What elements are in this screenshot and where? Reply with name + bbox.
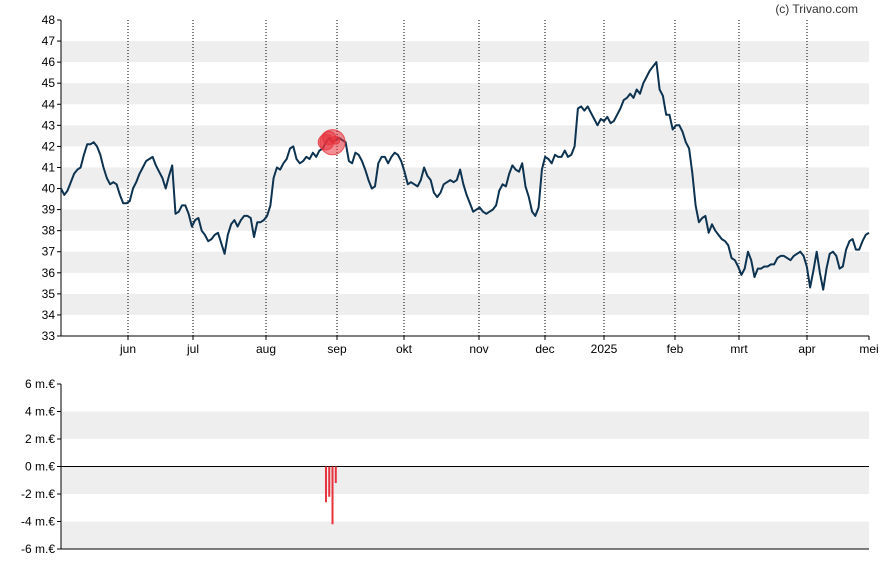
x-tick-label: mei [859,342,878,356]
price-grid-band [61,41,869,63]
copyright-label: (c) Trivano.com [775,2,858,16]
x-tick-label: feb [667,342,684,356]
price-grid-band [61,125,869,147]
y-tick-label: 40 [42,182,56,196]
volume-bar [328,466,331,497]
y-tick-label: 37 [42,245,56,259]
volume-y-tick-label: 0 m.€ [25,460,55,474]
y-tick-label: 34 [42,308,56,322]
x-tick-label: apr [798,342,815,356]
y-tick-label: 44 [42,97,56,111]
volume-y-tick-label: 6 m.€ [25,377,55,391]
x-tick-label: dec [535,342,554,356]
x-tick-label: jun [119,342,136,356]
price-grid-band [61,167,869,189]
price-grid-band [61,293,869,315]
x-tick-label: sep [327,342,347,356]
y-tick-label: 36 [42,266,56,280]
y-tick-label: 45 [42,76,56,90]
y-tick-label: 43 [42,118,56,132]
price-series-line [60,61,870,291]
y-tick-label: 38 [42,224,56,238]
x-tick-label: 2025 [591,342,618,356]
x-tick-label: nov [469,342,488,356]
volume-grid-band [61,521,869,549]
volume-y-tick-label: 4 m.€ [25,405,55,419]
volume-y-tick-label: -4 m.€ [21,515,55,529]
volume-y-tick-label: -2 m.€ [21,487,55,501]
y-tick-label: 41 [42,160,56,174]
volume-bar [331,466,334,525]
price-grid-band [61,251,869,273]
volume-bar [324,466,327,503]
x-tick-label: okt [396,342,413,356]
trade-marker [331,135,341,145]
price-grid-band [61,209,869,231]
x-tick-label: jul [186,342,199,356]
volume-grid-band [61,466,869,494]
y-tick-label: 39 [42,203,56,217]
y-tick-label: 35 [42,287,56,301]
x-tick-label: mrt [730,342,748,356]
price-grid-band [61,83,869,105]
y-tick-label: 33 [42,329,56,343]
volume-y-tick-label: 2 m.€ [25,432,55,446]
volume-bar [334,466,337,483]
volume-grid-band [61,411,869,439]
y-tick-label: 48 [42,13,56,27]
y-tick-label: 47 [42,34,56,48]
x-tick-label: aug [256,342,276,356]
volume-y-tick-label: -6 m.€ [21,542,55,556]
y-tick-label: 42 [42,139,56,153]
y-tick-label: 46 [42,55,56,69]
